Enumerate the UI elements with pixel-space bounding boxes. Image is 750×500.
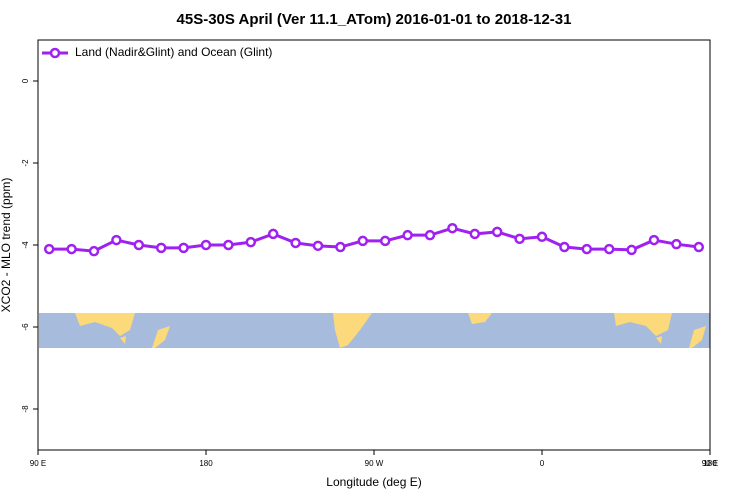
data-point bbox=[223, 239, 234, 251]
y-tick-label: -2 bbox=[21, 159, 30, 167]
data-point bbox=[245, 236, 257, 248]
data-point bbox=[178, 242, 189, 254]
legend-label: Land (Nadir&Glint) and Ocean (Glint) bbox=[75, 45, 272, 59]
data-point bbox=[267, 228, 279, 240]
data-point bbox=[312, 240, 324, 252]
data-point bbox=[603, 243, 615, 255]
data-point bbox=[335, 241, 346, 253]
y-tick-label: -8 bbox=[21, 405, 30, 413]
legend-marker bbox=[49, 47, 61, 59]
data-point bbox=[379, 235, 391, 247]
data-point bbox=[200, 239, 212, 251]
data-point bbox=[626, 244, 637, 256]
map-band bbox=[39, 313, 710, 348]
data-point bbox=[290, 237, 301, 249]
x-tick-label: 180 bbox=[199, 459, 213, 468]
y-tick-label: -6 bbox=[21, 323, 30, 331]
y-tick-label: -4 bbox=[21, 241, 30, 249]
data-point bbox=[693, 241, 705, 253]
data-point bbox=[671, 238, 682, 250]
y-axis-label: XCO2 - MLO trend (ppm) bbox=[0, 178, 13, 313]
y-tick-label: 0 bbox=[21, 78, 30, 83]
data-point bbox=[402, 229, 413, 241]
data-point bbox=[66, 243, 77, 255]
chart-title: 45S-30S April (Ver 11.1_ATom) 2016-01-01… bbox=[177, 11, 572, 28]
x-tick-label: 90 E bbox=[702, 459, 718, 468]
data-point bbox=[43, 243, 55, 255]
x-tick-label: 0 bbox=[540, 459, 545, 468]
data-point bbox=[581, 243, 593, 255]
data-point bbox=[514, 233, 525, 245]
x-tick-label: 180 bbox=[703, 459, 717, 468]
data-point bbox=[88, 245, 100, 257]
x-axis-label: Longitude (deg E) bbox=[326, 475, 421, 489]
x-tick-label: 90 E bbox=[30, 459, 46, 468]
data-point bbox=[155, 242, 167, 254]
data-point bbox=[357, 235, 369, 247]
data-point bbox=[648, 234, 660, 246]
data-point bbox=[133, 239, 145, 251]
data-point bbox=[559, 241, 570, 253]
data-point bbox=[111, 234, 122, 246]
data-point bbox=[447, 222, 458, 234]
data-point bbox=[469, 228, 481, 240]
x-tick-label: 90 W bbox=[365, 459, 384, 468]
data-point bbox=[424, 229, 436, 241]
data-point bbox=[491, 226, 503, 238]
data-point bbox=[536, 231, 548, 243]
series-line bbox=[49, 226, 699, 253]
